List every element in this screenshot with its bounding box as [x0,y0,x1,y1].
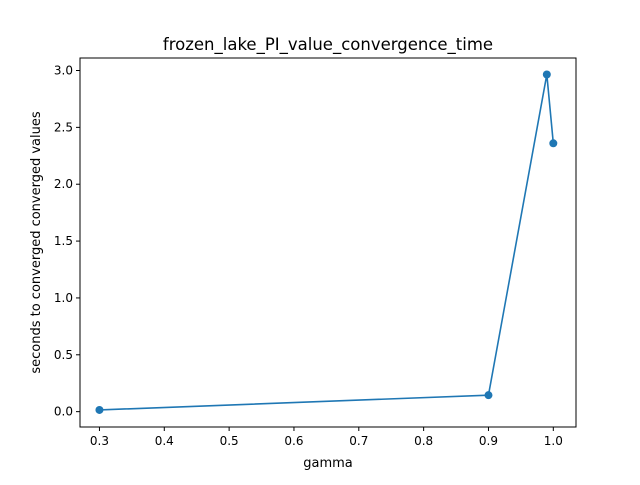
x-tick-label: 1.0 [544,434,563,448]
y-tick-label: 1.5 [54,234,73,248]
x-tick-label: 0.8 [414,434,433,448]
y-tick-label: 3.0 [54,64,73,78]
data-point [542,70,551,79]
x-tick-label: 0.7 [349,434,368,448]
axes-frame [79,57,577,428]
series-line [99,73,555,411]
y-axis-label: seconds to converged converged values [29,111,44,374]
y-axis: 0.0 0.5 1.0 1.5 2.0 2.5 3.0 [54,64,80,419]
y-tick-label: 2.0 [54,177,73,191]
x-tick-label: 0.4 [155,434,174,448]
y-tick-label: 0.0 [54,405,73,419]
x-axis-label: gamma [303,456,353,471]
y-tick-label: 1.0 [54,291,73,305]
x-axis: 0.3 0.4 0.5 0.6 0.7 0.8 0.9 1.0 [90,427,563,448]
data-point [95,405,104,414]
chart-title: frozen_lake_PI_value_convergence_time [163,35,493,55]
data-point [484,391,493,400]
x-tick-label: 0.3 [90,434,109,448]
x-tick-label: 0.6 [284,434,303,448]
x-tick-label: 0.5 [220,434,239,448]
y-tick-label: 2.5 [54,120,73,134]
data-point [549,139,558,148]
plot-area [95,70,558,414]
y-tick-label: 0.5 [54,348,73,362]
x-tick-label: 0.9 [479,434,498,448]
